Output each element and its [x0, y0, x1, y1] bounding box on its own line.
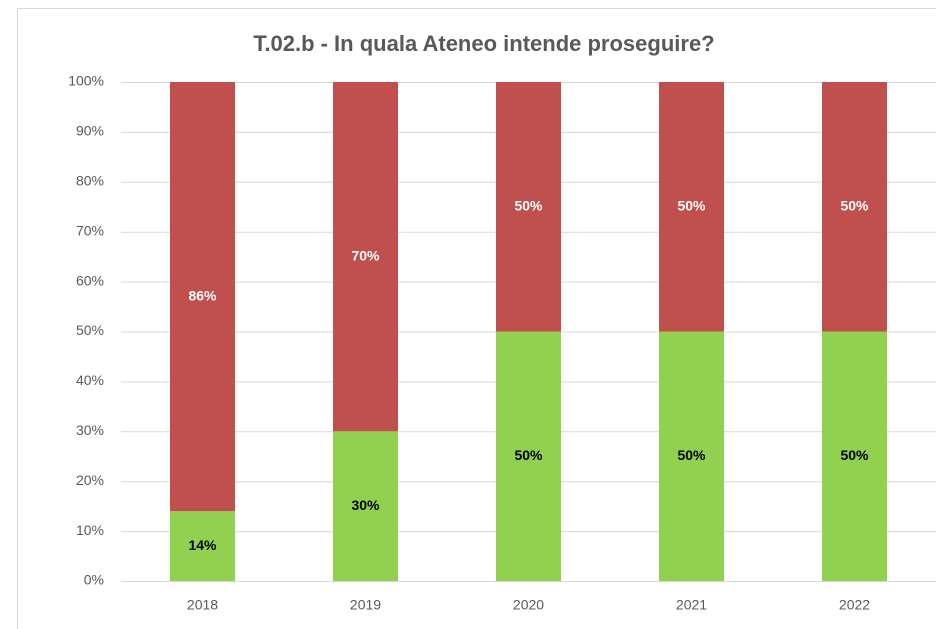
- data-label: 30%: [351, 497, 380, 513]
- bar-segment: [659, 82, 724, 332]
- y-tick-label: 60%: [76, 272, 104, 288]
- data-label: 50%: [677, 197, 706, 213]
- x-tick-label: 2018: [187, 597, 218, 613]
- data-label: 86%: [188, 287, 217, 303]
- y-tick-label: 30%: [76, 422, 104, 438]
- bar-segment: [170, 82, 235, 512]
- data-label: 14%: [188, 537, 217, 553]
- x-tick-label: 2019: [350, 597, 381, 613]
- data-label: 50%: [677, 447, 706, 463]
- bar-segment: [496, 82, 561, 332]
- y-tick-label: 80%: [76, 173, 104, 189]
- y-tick-label: 50%: [76, 322, 104, 338]
- chart-title: T.02.b - In quala Ateneo intende prosegu…: [253, 31, 714, 56]
- bar-segment: [496, 331, 561, 581]
- bar-segment: [333, 82, 398, 432]
- bar-segment: [333, 431, 398, 581]
- y-tick-label: 90%: [76, 123, 104, 139]
- data-label: 50%: [514, 447, 543, 463]
- bar-segment: [170, 511, 235, 581]
- y-tick-label: 70%: [76, 222, 104, 238]
- data-label: 50%: [514, 197, 543, 213]
- bar-segment: [822, 331, 887, 581]
- y-tick-label: 0%: [84, 572, 104, 588]
- x-tick-label: 2021: [676, 597, 707, 613]
- y-tick-label: 10%: [76, 522, 104, 538]
- y-tick-label: 100%: [68, 73, 104, 89]
- chart-frame: [17, 8, 936, 629]
- data-label: 50%: [840, 447, 869, 463]
- bar-segment: [659, 331, 724, 581]
- x-tick-label: 2022: [839, 597, 870, 613]
- y-tick-label: 40%: [76, 372, 104, 388]
- y-tick-label: 20%: [76, 472, 104, 488]
- data-label: 70%: [351, 247, 380, 263]
- x-tick-label: 2020: [513, 597, 544, 613]
- bar-segment: [822, 82, 887, 332]
- data-label: 50%: [840, 197, 869, 213]
